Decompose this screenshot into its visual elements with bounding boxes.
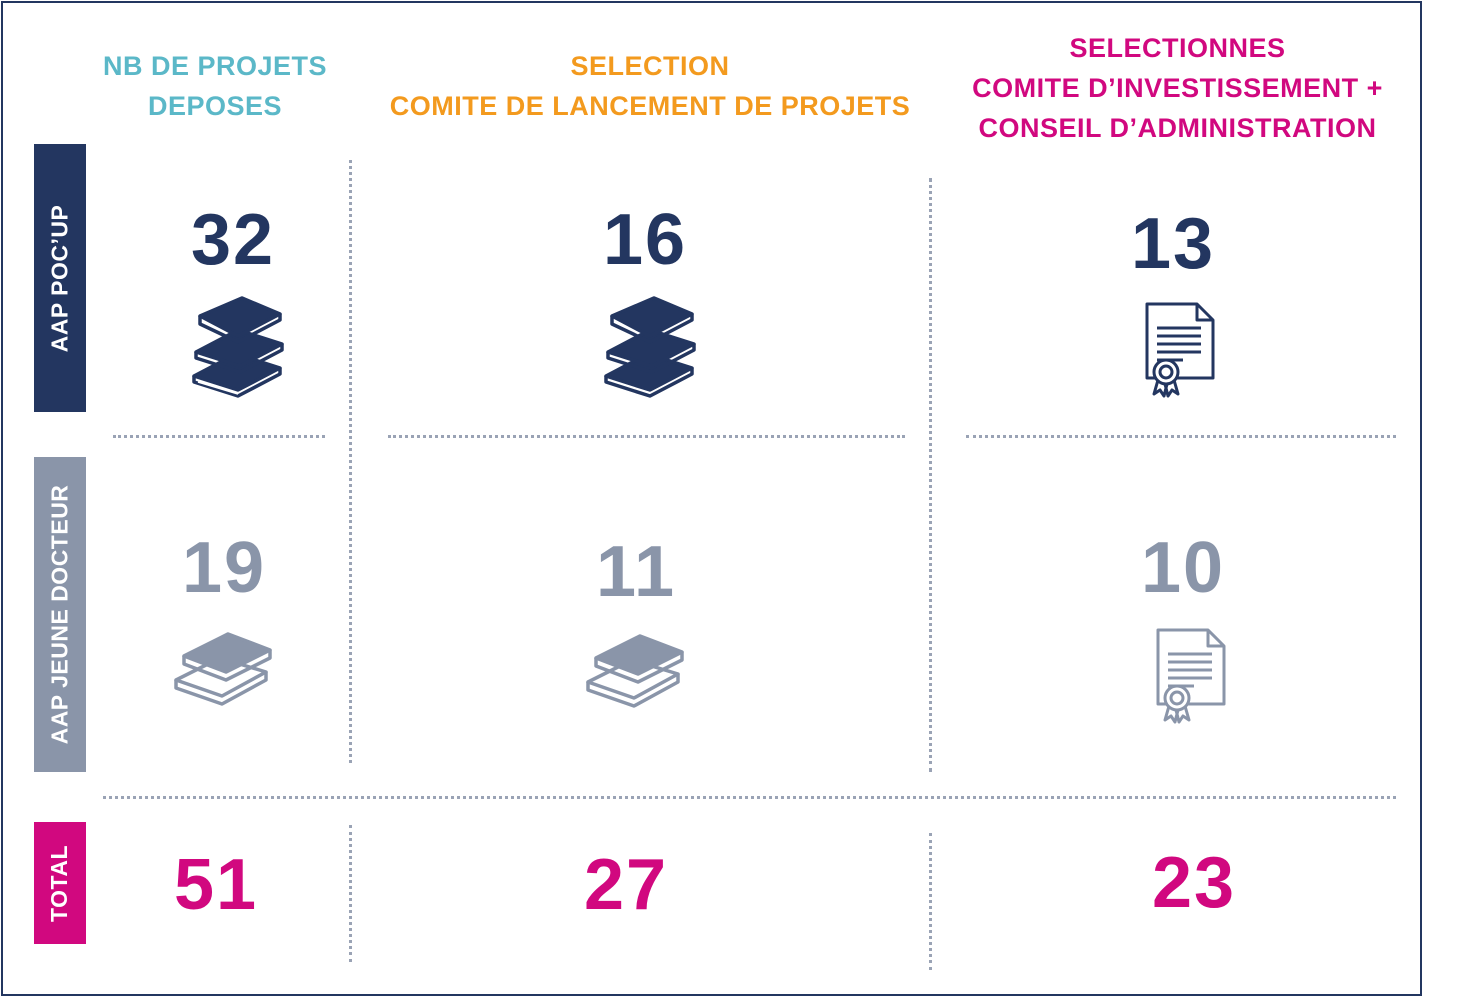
divider-vertical — [349, 825, 352, 962]
divider-horizontal — [113, 435, 325, 438]
header-line: SELECTION — [570, 51, 730, 81]
header-launch-committee: SELECTION COMITE DE LANCEMENT DE PROJETS — [380, 46, 920, 126]
header-line: COMITE DE LANCEMENT DE PROJETS — [389, 91, 911, 121]
header-line: SELECTIONNES — [1069, 33, 1286, 63]
divider-vertical — [929, 833, 932, 970]
value-jeune-launch: 11 — [595, 532, 677, 612]
divider-horizontal — [388, 435, 905, 438]
header-investment-committee: SELECTIONNES COMITE D’INVESTISSEMENT + C… — [955, 28, 1400, 148]
books-stack-icon — [604, 296, 696, 398]
row-label-text: AAP JEUNE DOCTEUR — [46, 484, 73, 745]
row-label-jeune-docteur: AAP JEUNE DOCTEUR — [34, 457, 86, 772]
divider-vertical — [349, 160, 352, 763]
value-total-deposited: 51 — [173, 845, 259, 925]
header-line: CONSEIL D’ADMINISTRATION — [978, 113, 1377, 143]
row-label-total: TOTAL — [34, 822, 86, 944]
value-pocup-deposited: 32 — [190, 200, 276, 280]
value-jeune-investment: 10 — [1140, 528, 1226, 608]
books-pair-icon — [174, 632, 272, 706]
row-label-pocup: AAP POC’UP — [34, 144, 86, 412]
header-line: NB DE PROJETS — [102, 51, 328, 81]
infographic-frame — [1, 1, 1422, 996]
value-jeune-deposited: 19 — [181, 528, 267, 608]
value-total-investment: 23 — [1151, 843, 1237, 923]
divider-horizontal — [103, 796, 1396, 799]
certificate-icon — [1145, 302, 1215, 398]
value-pocup-launch: 16 — [602, 200, 688, 280]
header-line: COMITE D’INVESTISSEMENT + — [972, 73, 1383, 103]
header-deposited-projects: NB DE PROJETS DEPOSES — [60, 46, 370, 126]
books-pair-icon — [586, 634, 684, 708]
divider-vertical — [929, 178, 932, 772]
divider-horizontal — [966, 435, 1396, 438]
header-line: DEPOSES — [147, 91, 283, 121]
value-pocup-investment: 13 — [1130, 204, 1216, 284]
books-stack-icon — [192, 296, 284, 398]
value-total-launch: 27 — [583, 845, 669, 925]
certificate-icon — [1156, 628, 1226, 724]
row-label-text: AAP POC’UP — [46, 204, 73, 352]
